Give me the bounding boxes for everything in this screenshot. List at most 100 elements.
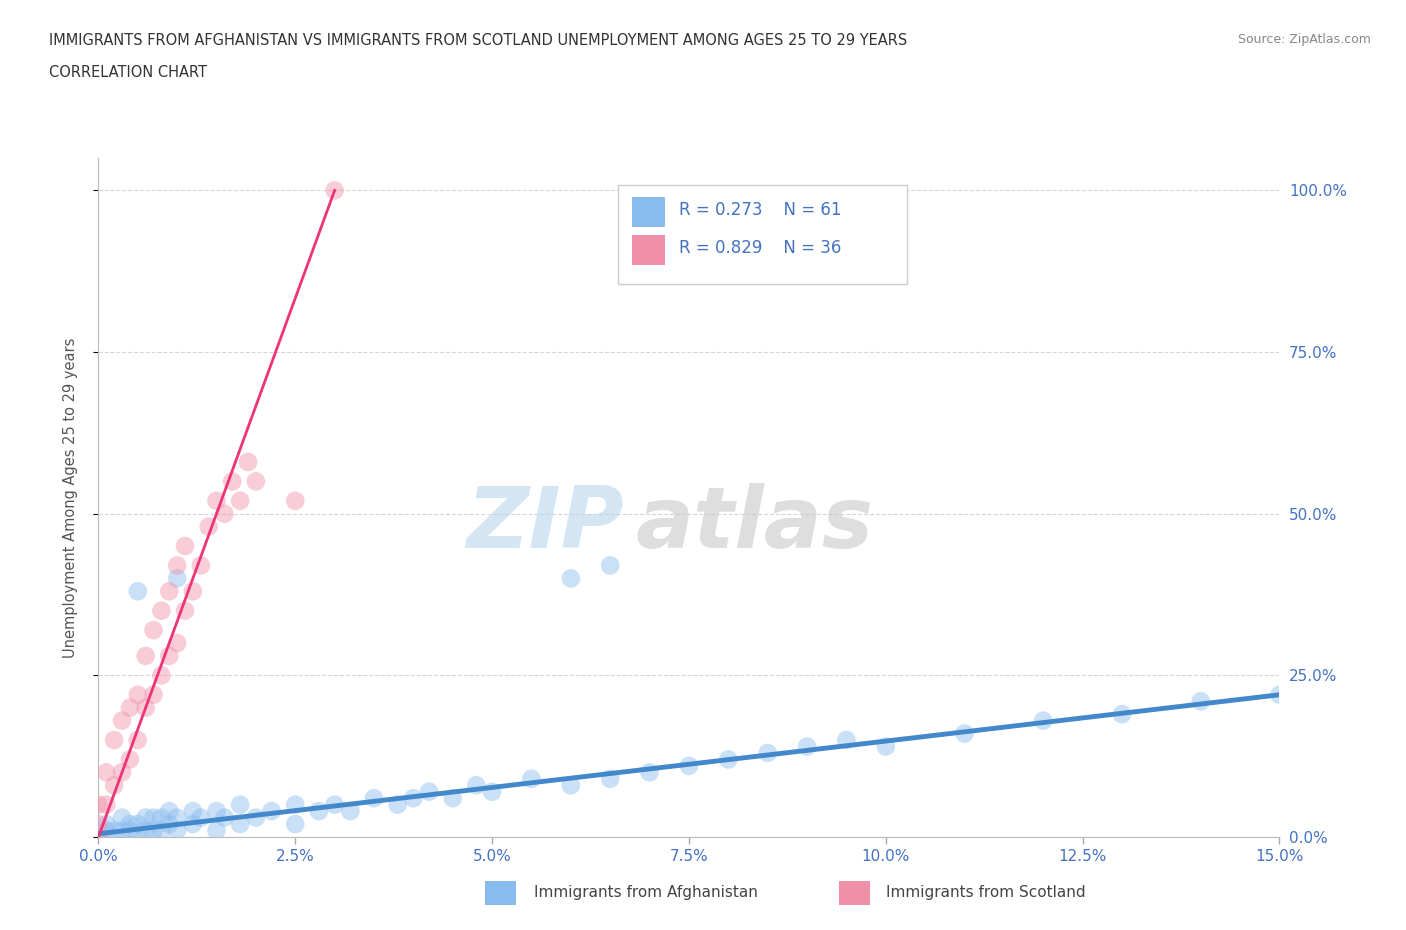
- Point: [87, 797, 110, 812]
- Point: [214, 810, 236, 825]
- Point: [245, 474, 267, 489]
- Point: [166, 810, 188, 825]
- Point: [127, 830, 149, 844]
- Point: [127, 733, 149, 748]
- Point: [96, 823, 118, 838]
- Point: [87, 830, 110, 844]
- Point: [875, 739, 897, 754]
- Point: [142, 823, 165, 838]
- Text: ZIP: ZIP: [467, 484, 624, 566]
- Point: [323, 797, 346, 812]
- Point: [953, 726, 976, 741]
- Point: [197, 519, 219, 534]
- Point: [245, 810, 267, 825]
- Point: [284, 493, 307, 508]
- Point: [118, 752, 141, 767]
- Point: [229, 797, 252, 812]
- Point: [465, 777, 488, 792]
- Text: CORRELATION CHART: CORRELATION CHART: [49, 65, 207, 80]
- Point: [835, 733, 858, 748]
- Point: [166, 635, 188, 650]
- Point: [284, 797, 307, 812]
- FancyBboxPatch shape: [619, 185, 907, 284]
- Point: [96, 797, 118, 812]
- Point: [157, 804, 180, 818]
- Point: [599, 558, 621, 573]
- Point: [118, 817, 141, 831]
- Point: [174, 604, 197, 618]
- Point: [118, 823, 141, 838]
- Point: [1268, 687, 1291, 702]
- Point: [174, 538, 197, 553]
- Point: [441, 790, 464, 805]
- Point: [205, 804, 228, 818]
- Point: [118, 700, 141, 715]
- Point: [96, 817, 118, 831]
- Point: [323, 183, 346, 198]
- Point: [221, 474, 243, 489]
- Point: [190, 810, 212, 825]
- Point: [560, 777, 582, 792]
- Point: [96, 764, 118, 779]
- Point: [142, 810, 165, 825]
- Point: [157, 584, 180, 599]
- Point: [150, 604, 173, 618]
- Point: [717, 752, 740, 767]
- Point: [87, 830, 110, 844]
- Point: [560, 571, 582, 586]
- Point: [142, 687, 165, 702]
- Point: [181, 584, 204, 599]
- Point: [103, 733, 125, 748]
- Point: [150, 823, 173, 838]
- Point: [756, 746, 779, 761]
- Point: [157, 817, 180, 831]
- Text: Immigrants from Scotland: Immigrants from Scotland: [886, 885, 1085, 900]
- Point: [142, 623, 165, 638]
- Point: [638, 764, 661, 779]
- Point: [229, 817, 252, 831]
- Point: [150, 810, 173, 825]
- Point: [135, 823, 157, 838]
- Bar: [633, 197, 665, 227]
- Point: [135, 648, 157, 663]
- Point: [190, 558, 212, 573]
- Point: [418, 784, 440, 799]
- Point: [214, 506, 236, 521]
- Point: [166, 571, 188, 586]
- Point: [339, 804, 361, 818]
- Point: [520, 771, 543, 786]
- Point: [260, 804, 283, 818]
- Text: Immigrants from Afghanistan: Immigrants from Afghanistan: [534, 885, 758, 900]
- Point: [127, 817, 149, 831]
- Bar: [633, 234, 665, 265]
- Point: [111, 713, 134, 728]
- Point: [111, 823, 134, 838]
- Y-axis label: Unemployment Among Ages 25 to 29 years: Unemployment Among Ages 25 to 29 years: [63, 338, 77, 658]
- Text: IMMIGRANTS FROM AFGHANISTAN VS IMMIGRANTS FROM SCOTLAND UNEMPLOYMENT AMONG AGES : IMMIGRANTS FROM AFGHANISTAN VS IMMIGRANT…: [49, 33, 907, 47]
- Point: [363, 790, 385, 805]
- Point: [1189, 694, 1212, 709]
- Point: [87, 817, 110, 831]
- Point: [402, 790, 425, 805]
- Point: [166, 558, 188, 573]
- Text: Source: ZipAtlas.com: Source: ZipAtlas.com: [1237, 33, 1371, 46]
- Point: [103, 823, 125, 838]
- Point: [127, 584, 149, 599]
- Point: [481, 784, 503, 799]
- Point: [205, 493, 228, 508]
- Text: atlas: atlas: [636, 484, 875, 566]
- Point: [135, 700, 157, 715]
- Point: [229, 493, 252, 508]
- Point: [308, 804, 330, 818]
- Point: [284, 817, 307, 831]
- Point: [599, 771, 621, 786]
- Point: [678, 759, 700, 774]
- Point: [181, 817, 204, 831]
- Point: [236, 455, 259, 470]
- Text: R = 0.273    N = 61: R = 0.273 N = 61: [679, 202, 842, 219]
- Point: [111, 764, 134, 779]
- Point: [1032, 713, 1054, 728]
- Point: [103, 777, 125, 792]
- Point: [1111, 707, 1133, 722]
- Point: [157, 648, 180, 663]
